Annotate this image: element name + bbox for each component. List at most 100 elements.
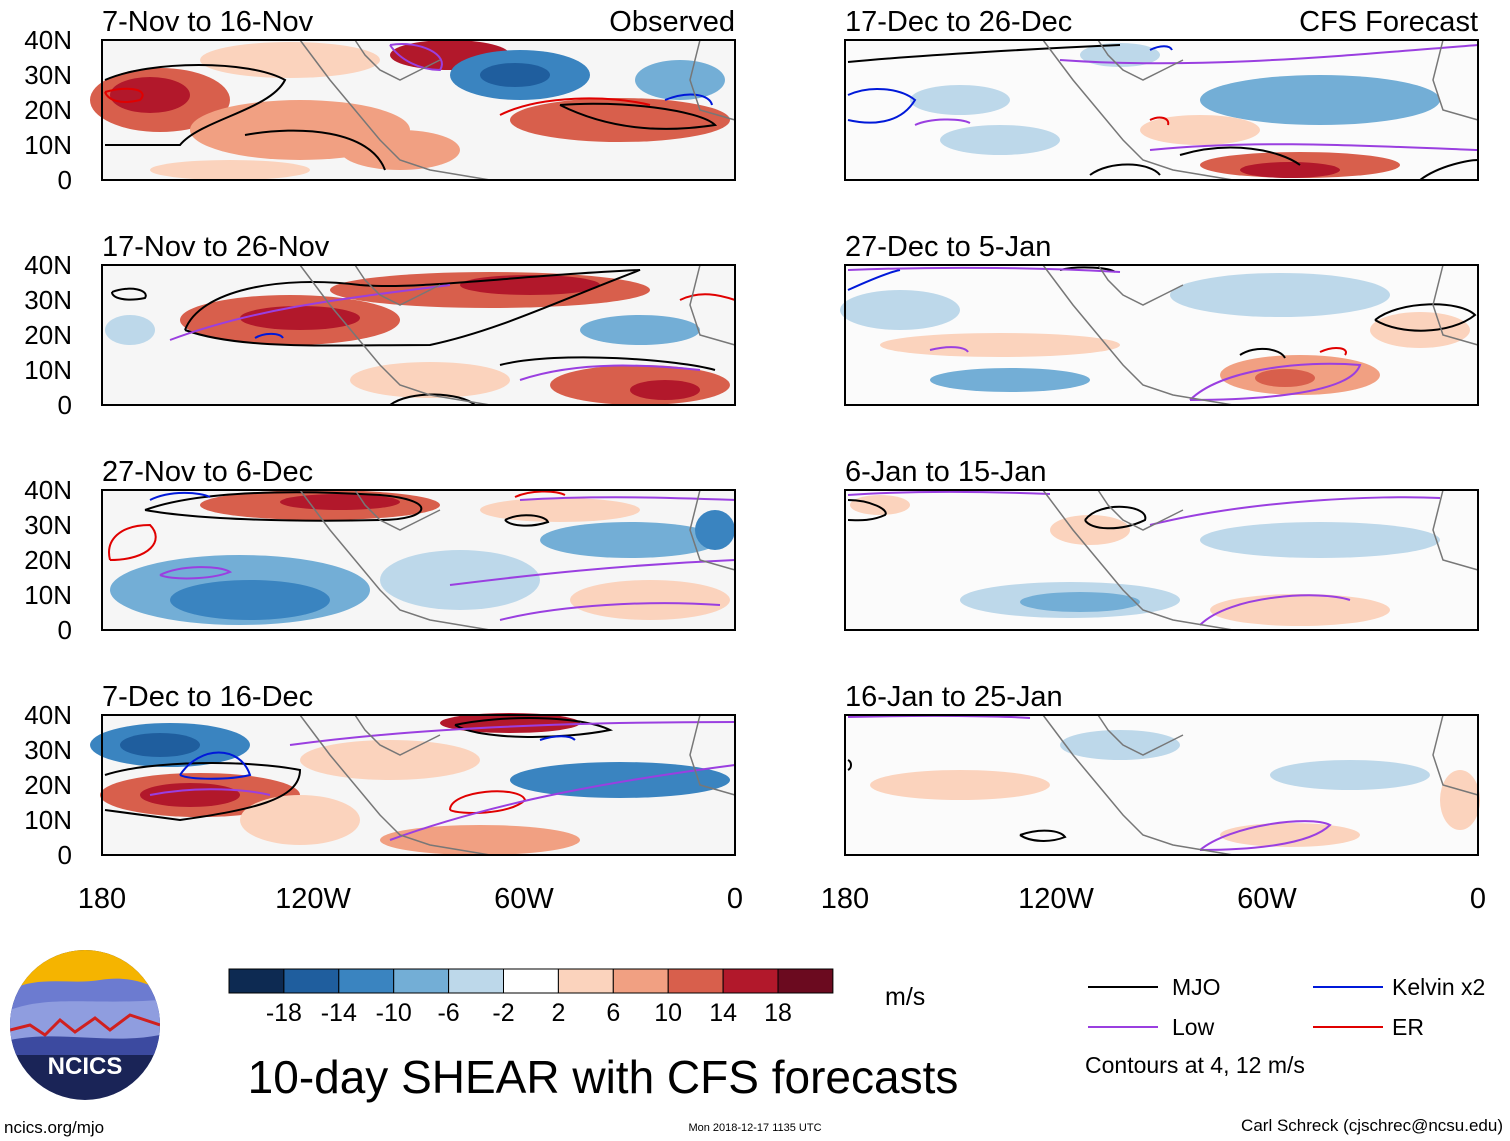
panel-forecast-1 [844, 39, 1479, 181]
lat-label: 30N [24, 735, 72, 765]
colorbar-tick-label: -10 [376, 999, 412, 1027]
lat-label: 0 [58, 165, 72, 195]
forecast-label: CFS Forecast [1299, 6, 1478, 38]
wave-contours [108, 490, 736, 621]
panel-title: 16-Jan to 25-Jan [845, 681, 1063, 713]
colorbar-swatch [283, 968, 340, 994]
wave-contours [111, 269, 736, 406]
colorbar-swatch [228, 968, 285, 994]
colorbar-swatch [503, 968, 559, 994]
lat-label: 40N [24, 25, 72, 55]
lat-axis-4: 40N 30N 20N 10N 0 [24, 700, 72, 870]
panel-title: 17-Nov to 26-Nov [102, 231, 330, 263]
lon-label: 120W [275, 883, 351, 915]
coastlines [1042, 489, 1479, 631]
legend-label-kelvin: Kelvin x2 [1392, 974, 1485, 1000]
colorbar-swatch [612, 968, 669, 994]
lon-label: 0 [1470, 883, 1486, 915]
panel-observed-2 [101, 264, 736, 406]
panel-title: 17-Dec to 26-Dec [845, 6, 1072, 38]
panel-forecast-3 [844, 489, 1479, 631]
logo-text: NCICS [48, 1053, 123, 1080]
figure-title: 10-day SHEAR with CFS forecasts [248, 1051, 959, 1103]
lon-axis-left: 180 120W 60W 0 [78, 883, 743, 915]
colorbar-unit: m/s [885, 983, 925, 1011]
colorbar-swatch [393, 968, 450, 994]
lon-axis-right: 180 120W 60W 0 [821, 883, 1486, 915]
shear-anomaly-fill [840, 273, 1470, 395]
lon-label: 180 [78, 883, 126, 915]
coastlines [299, 39, 736, 181]
colorbar-tick-label: 6 [606, 999, 620, 1027]
legend: MJO Kelvin x2 Low ER Contours at 4, 12 m… [1085, 974, 1485, 1078]
panel-forecast-4 [844, 714, 1480, 856]
lat-label: 40N [24, 475, 72, 505]
lat-label: 40N [24, 250, 72, 280]
colorbar-tick-labels: -18 -14 -10 -6 -2 2 6 10 14 18 [266, 999, 792, 1027]
shear-anomaly-fill [90, 40, 730, 180]
colorbar-swatch [667, 968, 724, 994]
colorbar-tick-label: -6 [437, 999, 459, 1027]
colorbar-tick-label: 18 [764, 999, 792, 1027]
lat-label: 0 [58, 615, 72, 645]
shear-anomaly-fill [870, 730, 1480, 847]
coastlines [299, 714, 736, 856]
coastlines [1042, 39, 1479, 181]
legend-label-mjo: MJO [1172, 974, 1221, 1000]
ncics-logo: NCICS [10, 950, 160, 1100]
lat-label: 0 [58, 390, 72, 420]
lat-label: 0 [58, 840, 72, 870]
panel-title: 27-Nov to 6-Dec [102, 456, 313, 488]
coastlines [1042, 714, 1479, 856]
lon-label: 60W [494, 883, 554, 915]
lat-axis-3: 40N 30N 20N 10N 0 [24, 475, 72, 645]
panel-title: 27-Dec to 5-Jan [845, 231, 1051, 263]
colorbar-tick-label: 10 [654, 999, 682, 1027]
lat-label: 30N [24, 60, 72, 90]
shear-anomaly-fill [110, 490, 735, 625]
lon-label: 180 [821, 883, 869, 915]
lat-label: 10N [24, 355, 72, 385]
wave-contours [847, 44, 1479, 181]
lat-label: 10N [24, 130, 72, 160]
panel-title: 7-Nov to 16-Nov [102, 6, 314, 38]
coastlines [299, 489, 736, 631]
lat-label: 10N [24, 580, 72, 610]
panel-forecast-2 [840, 264, 1479, 406]
panel-observed-4 [90, 713, 736, 856]
lat-label: 30N [24, 510, 72, 540]
lat-axis-1: 40N 30N 20N 10N 0 [24, 25, 72, 195]
colorbar-swatch [338, 968, 395, 994]
colorbar-swatch [557, 968, 614, 994]
coastlines [1042, 264, 1479, 406]
lat-label: 20N [24, 95, 72, 125]
contour-note: Contours at 4, 12 m/s [1085, 1052, 1305, 1078]
lat-axis-2: 40N 30N 20N 10N 0 [24, 250, 72, 420]
panel-title: 7-Dec to 16-Dec [102, 681, 313, 713]
wave-contours [847, 266, 1477, 401]
colorbar-swatch [448, 968, 505, 994]
colorbar-tick-label: -14 [321, 999, 357, 1027]
colorbar-tick-label: 2 [551, 999, 565, 1027]
legend-label-low: Low [1172, 1014, 1215, 1040]
legend-label-er: ER [1392, 1014, 1424, 1040]
observed-label: Observed [609, 6, 735, 38]
colorbar-swatch [777, 968, 834, 994]
wave-contours [104, 43, 718, 171]
colorbar [228, 968, 834, 994]
colorbar-tick-label: -18 [266, 999, 302, 1027]
colorbar-tick-label: 14 [709, 999, 737, 1027]
lon-label: 0 [727, 883, 743, 915]
footer-credit: Carl Schreck (cjschrec@ncsu.edu) [1241, 1116, 1503, 1135]
panel-title: 6-Jan to 15-Jan [845, 456, 1047, 488]
panel-observed-3 [101, 489, 736, 631]
footer-link: ncics.org/mjo [4, 1118, 104, 1137]
colorbar-swatch [722, 968, 779, 994]
lat-label: 20N [24, 545, 72, 575]
wave-contours [104, 717, 736, 841]
lon-label: 120W [1018, 883, 1094, 915]
footer-timestamp: Mon 2018-12-17 1135 UTC [688, 1122, 821, 1134]
lat-label: 30N [24, 285, 72, 315]
lat-label: 20N [24, 770, 72, 800]
